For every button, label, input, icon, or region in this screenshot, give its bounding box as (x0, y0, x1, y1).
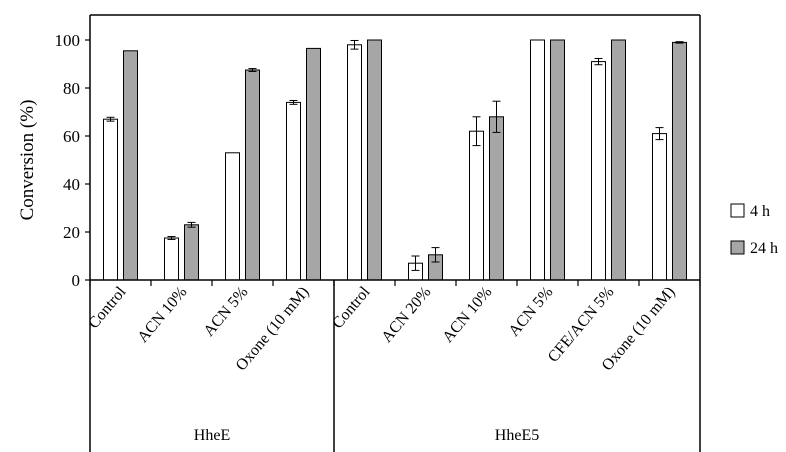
legend-label: 4 h (750, 203, 770, 220)
y-tick-label: 100 (55, 31, 81, 50)
bar (225, 152, 240, 281)
y-tick-label: 40 (63, 175, 80, 194)
bar (103, 118, 118, 281)
axes (85, 14, 701, 452)
group-label: HheE (194, 427, 230, 444)
bar (591, 61, 606, 281)
bar (672, 41, 687, 281)
x-tick-label: ACN 10% (439, 284, 495, 346)
bar (286, 101, 301, 281)
bar (306, 47, 321, 281)
bar (611, 39, 626, 281)
bar (164, 237, 179, 281)
legend-label: 24 h (750, 240, 778, 257)
y-tick-label: 60 (63, 127, 80, 146)
bar (245, 69, 260, 281)
error-bars (106, 39, 684, 271)
group-label: HheE5 (495, 427, 539, 444)
x-tick-label: ACN 5% (506, 284, 557, 340)
y-tick-label: 80 (63, 79, 80, 98)
x-tick-label: ACN 5% (201, 284, 252, 340)
y-tick-label: 20 (63, 223, 80, 242)
bar (530, 39, 545, 281)
x-tick-labels: Control ACN 10% ACN 5%Oxone (10 mM) Control… (85, 283, 678, 374)
x-tick-label: Control (329, 283, 374, 332)
bars (103, 39, 687, 281)
bar (652, 133, 667, 281)
y-tick-label: 0 (72, 271, 81, 290)
bar (367, 39, 382, 281)
y-tick-labels: 0 20 40 60 80 100 (55, 31, 81, 290)
bar (123, 50, 138, 281)
bar (469, 130, 484, 281)
group-labels: HheE HheE5 (194, 427, 539, 444)
bar (347, 44, 362, 281)
x-tick-label: ACN 20% (378, 284, 434, 346)
bar (489, 116, 504, 281)
legend-swatch (730, 240, 745, 255)
bar (184, 224, 199, 281)
x-tick-label: ACN 10% (134, 284, 190, 346)
bar (550, 39, 565, 281)
legend: 4 h 24 h (730, 203, 778, 257)
y-axis-label: Conversion (%) (17, 100, 38, 221)
x-tick-label: Control (85, 283, 130, 332)
legend-swatch (730, 203, 745, 218)
